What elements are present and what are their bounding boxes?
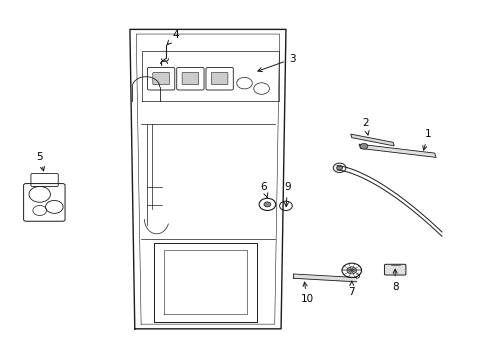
Text: 1: 1: [422, 129, 431, 150]
FancyBboxPatch shape: [182, 72, 198, 85]
FancyBboxPatch shape: [153, 72, 169, 85]
Circle shape: [336, 166, 342, 170]
Text: 9: 9: [284, 182, 290, 207]
Circle shape: [346, 267, 356, 274]
Text: 10: 10: [300, 282, 313, 304]
Text: 8: 8: [391, 269, 398, 292]
Text: 5: 5: [36, 152, 44, 171]
Polygon shape: [350, 134, 393, 146]
Circle shape: [359, 143, 367, 149]
FancyBboxPatch shape: [384, 264, 405, 275]
Circle shape: [264, 202, 270, 207]
FancyBboxPatch shape: [211, 72, 227, 85]
Text: 6: 6: [260, 182, 267, 198]
Text: 2: 2: [362, 118, 368, 135]
Text: 7: 7: [348, 281, 354, 297]
Text: 4: 4: [167, 30, 179, 45]
Text: 3: 3: [257, 54, 295, 72]
Polygon shape: [358, 144, 435, 157]
